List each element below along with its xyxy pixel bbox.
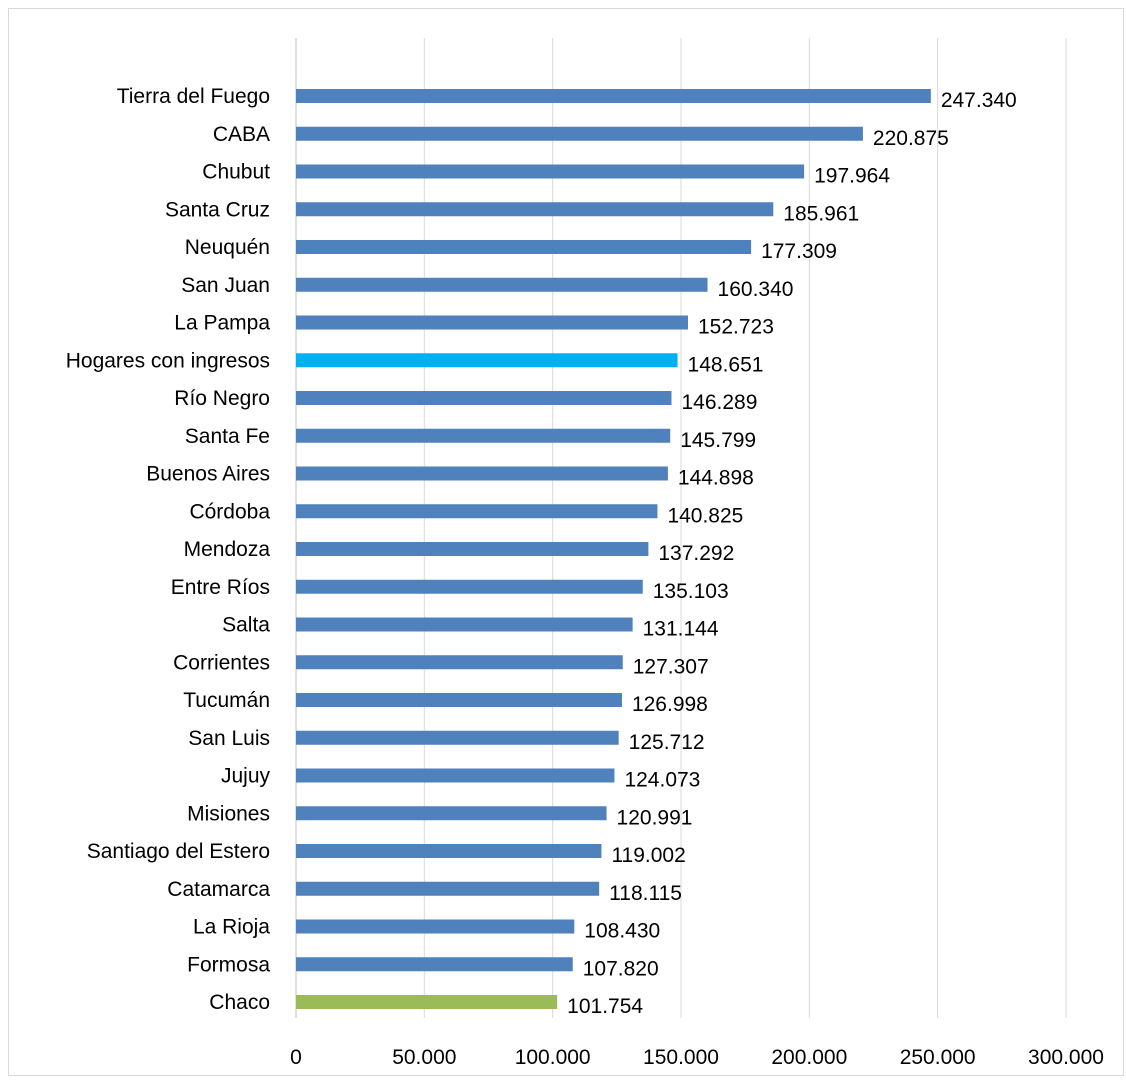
data-label: 124.073	[624, 769, 700, 792]
category-label: Santiago del Estero	[87, 840, 270, 863]
data-label: 108.430	[584, 920, 660, 943]
category-label: Córdoba	[189, 500, 270, 523]
x-tick-label: 0	[290, 1046, 302, 1069]
category-label: La Rioja	[193, 916, 270, 939]
data-label: 107.820	[583, 957, 659, 980]
category-label: Río Negro	[174, 387, 270, 410]
bar	[296, 89, 931, 103]
data-label: 146.289	[681, 391, 757, 414]
category-label: San Juan	[181, 274, 270, 297]
category-label: CABA	[213, 123, 270, 146]
category-label: Salta	[222, 614, 270, 637]
data-label: 137.292	[658, 542, 734, 565]
bar	[296, 164, 805, 179]
category-label: Santa Cruz	[165, 198, 270, 221]
bar	[296, 579, 643, 594]
gridlines	[295, 38, 1067, 1018]
data-label: 220.875	[873, 127, 949, 150]
category-label: Tierra del Fuego	[117, 85, 270, 108]
x-tick-label: 300.000	[1028, 1046, 1104, 1069]
bar	[296, 655, 623, 670]
data-label: 140.825	[667, 504, 743, 527]
bar	[296, 844, 602, 858]
data-label: 120.991	[617, 806, 693, 829]
data-label: 135.103	[653, 580, 729, 603]
category-label: Chubut	[202, 161, 270, 184]
bar	[296, 126, 863, 141]
bar	[296, 957, 573, 972]
data-label: 185.961	[783, 202, 859, 225]
x-tick-label: 200.000	[771, 1046, 847, 1069]
category-labels: Tierra del Fuego CABA Chubut Santa Cruz Neuq…	[66, 85, 271, 1014]
category-label: Chaco	[209, 991, 270, 1014]
x-tick-label: 50.000	[392, 1046, 456, 1069]
bar	[296, 391, 672, 405]
data-label: 127.307	[633, 655, 709, 678]
data-label: 145.799	[680, 429, 756, 452]
data-label: 160.340	[718, 278, 794, 301]
category-label: Santa Fe	[185, 425, 270, 448]
bar	[296, 806, 607, 821]
bar	[296, 881, 600, 896]
data-label: 118.115	[609, 882, 682, 905]
category-label: Catamarca	[167, 878, 270, 901]
data-label: 125.712	[629, 731, 705, 754]
x-tick-label: 100.000	[515, 1046, 591, 1069]
value-labels: 247.340 220.875 197.964 185.961 177.309 160.3…	[567, 89, 1017, 1018]
data-label: 144.898	[678, 467, 754, 490]
data-label: 152.723	[698, 316, 774, 339]
bar	[296, 202, 774, 217]
category-label: Buenos Aires	[146, 463, 270, 486]
bar	[296, 353, 678, 368]
data-label: 126.998	[632, 693, 708, 716]
category-label: Jujuy	[221, 765, 271, 788]
x-axis-tick-labels: 0 50.000 100.000 150.000 200.000 250.000 300.0…	[290, 1046, 1104, 1069]
category-label: Neuquén	[185, 236, 270, 259]
bar	[296, 617, 633, 632]
x-tick-label: 150.000	[643, 1046, 719, 1069]
data-label: 177.309	[761, 240, 837, 263]
bar	[296, 693, 622, 707]
data-label: 247.340	[941, 89, 1017, 112]
category-label: Corrientes	[173, 651, 270, 674]
bar	[296, 768, 615, 783]
bar	[296, 919, 575, 934]
bar	[296, 542, 649, 556]
data-label: 131.144	[643, 618, 719, 641]
category-label: Entre Ríos	[171, 576, 270, 599]
bar	[296, 277, 708, 292]
data-label: 119.002	[611, 844, 685, 867]
category-label: San Luis	[188, 727, 270, 750]
category-label: La Pampa	[174, 312, 270, 335]
category-label: Formosa	[187, 953, 270, 976]
bars	[296, 89, 931, 1009]
bar	[296, 315, 688, 330]
bar	[296, 730, 619, 745]
data-label: 197.964	[814, 165, 890, 188]
x-tick-label: 250.000	[900, 1046, 976, 1069]
data-label: 101.754	[567, 995, 643, 1018]
bar	[296, 995, 558, 1009]
bar	[296, 428, 671, 443]
category-label: Hogares con ingresos	[66, 349, 270, 372]
data-label: 148.651	[688, 353, 764, 376]
category-label: Mendoza	[184, 538, 271, 561]
category-label: Tucumán	[183, 689, 270, 712]
bar	[296, 466, 668, 481]
bar	[296, 504, 658, 519]
category-label: Misiones	[187, 802, 270, 825]
bar	[296, 240, 752, 254]
